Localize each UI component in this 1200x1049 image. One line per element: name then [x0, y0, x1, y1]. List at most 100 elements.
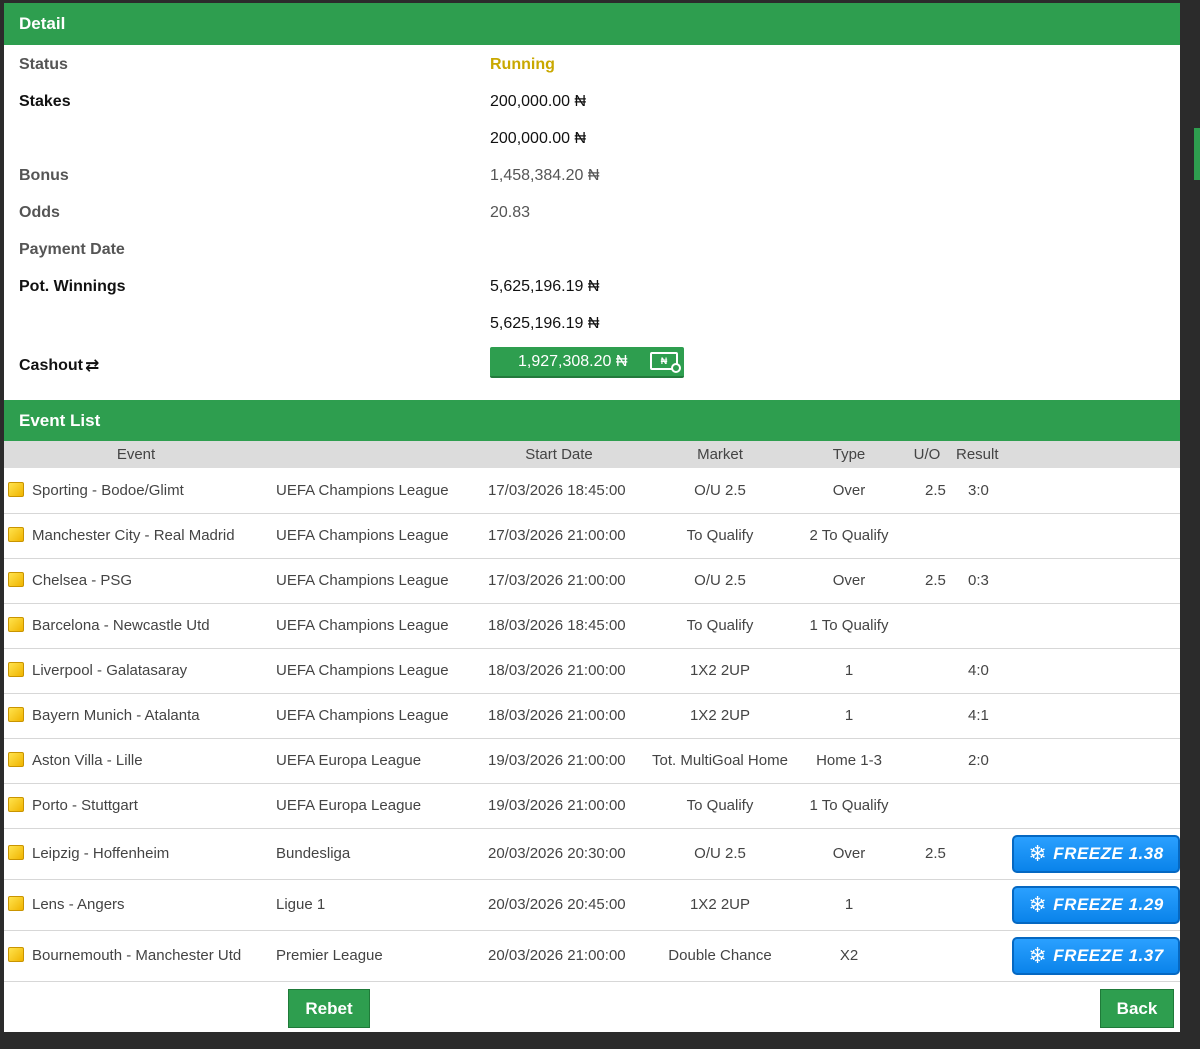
star-icon[interactable]	[8, 752, 24, 767]
cashout-amount: 1,927,308.20 ₦	[518, 352, 628, 370]
action-cell	[1002, 603, 1180, 649]
star-icon[interactable]	[8, 662, 24, 677]
uo-cell	[898, 603, 956, 649]
table-row[interactable]: Liverpool - Galatasaray UEFA Champions Le…	[4, 648, 1180, 694]
type-cell: X2	[800, 930, 898, 982]
market-cell: Double Chance	[640, 930, 800, 982]
table-row[interactable]: Lens - Angers Ligue 1 20/03/2026 20:45:00 1…	[4, 879, 1180, 931]
bet-detail-panel: Detail Status Running Stakes 200,000.00 …	[4, 3, 1180, 1032]
freeze-button[interactable]: ❄ FREEZE 1.37	[1012, 936, 1180, 975]
league-cell: Bundesliga	[268, 828, 478, 880]
star-icon[interactable]	[8, 707, 24, 722]
type-cell: Home 1-3	[800, 738, 898, 784]
table-row[interactable]: Aston Villa - Lille UEFA Europa League 19/…	[4, 738, 1180, 784]
star-icon[interactable]	[8, 527, 24, 542]
uo-cell	[898, 783, 956, 829]
rebet-button[interactable]: Rebet	[288, 989, 370, 1028]
freeze-label: FREEZE 1.37	[1053, 945, 1164, 965]
stakes-value-secondary: 200,000.00 ₦	[490, 130, 587, 147]
uo-cell: 2.5	[898, 558, 956, 604]
type-cell: Over	[800, 828, 898, 880]
market-cell: To Qualify	[640, 783, 800, 829]
event-name: Leipzig - Hoffenheim	[32, 845, 170, 862]
snowflake-icon: ❄	[1028, 942, 1048, 968]
event-name: Aston Villa - Lille	[32, 752, 143, 769]
league-cell: UEFA Champions League	[268, 558, 478, 604]
table-row[interactable]: Barcelona - Newcastle Utd UEFA Champions …	[4, 603, 1180, 649]
odds-label: Odds	[19, 204, 60, 221]
snowflake-icon: ❄	[1028, 840, 1048, 866]
uo-cell	[898, 879, 956, 931]
market-cell: 1X2 2UP	[640, 648, 800, 694]
market-cell: To Qualify	[640, 513, 800, 559]
start-date-cell: 17/03/2026 18:45:00	[478, 468, 640, 514]
stakes-value: 200,000.00 ₦	[490, 93, 587, 110]
freeze-label: FREEZE 1.29	[1053, 894, 1164, 914]
star-icon[interactable]	[8, 797, 24, 812]
event-name: Bayern Munich - Atalanta	[32, 707, 200, 724]
type-cell: Over	[800, 558, 898, 604]
pot-winnings-value: 5,625,196.19 ₦	[490, 278, 600, 295]
star-icon[interactable]	[8, 845, 24, 860]
pot-winnings-value-secondary: 5,625,196.19 ₦	[490, 315, 600, 332]
star-icon[interactable]	[8, 572, 24, 587]
uo-cell	[898, 648, 956, 694]
action-cell	[1002, 738, 1180, 784]
action-cell	[1002, 648, 1180, 694]
event-cell: Aston Villa - Lille	[4, 738, 268, 784]
column-header-type: Type	[800, 441, 898, 468]
stakes-label: Stakes	[19, 93, 71, 110]
start-date-cell: 17/03/2026 21:00:00	[478, 558, 640, 604]
result-cell	[956, 783, 1002, 829]
freeze-label: FREEZE 1.38	[1053, 843, 1164, 863]
cashout-button[interactable]: 1,927,308.20 ₦ ₦	[490, 347, 684, 378]
freeze-button[interactable]: ❄ FREEZE 1.38	[1012, 834, 1180, 873]
event-table: Event Start Date Market Type U/O Result …	[4, 441, 1180, 982]
event-name: Bournemouth - Manchester Utd	[32, 947, 242, 964]
market-cell: To Qualify	[640, 603, 800, 649]
back-button[interactable]: Back	[1100, 989, 1174, 1028]
detail-header: Detail	[4, 3, 1180, 45]
odds-value: 20.83	[490, 204, 531, 221]
action-cell: ❄ FREEZE 1.38	[1002, 828, 1180, 880]
start-date-cell: 19/03/2026 21:00:00	[478, 783, 640, 829]
start-date-cell: 18/03/2026 21:00:00	[478, 648, 640, 694]
result-cell	[956, 930, 1002, 982]
refresh-icon[interactable]: ⇄	[85, 356, 100, 375]
market-cell: 1X2 2UP	[640, 879, 800, 931]
table-row[interactable]: Manchester City - Real Madrid UEFA Champi…	[4, 513, 1180, 559]
freeze-button[interactable]: ❄ FREEZE 1.29	[1012, 885, 1180, 924]
table-row[interactable]: Bayern Munich - Atalanta UEFA Champions L…	[4, 693, 1180, 739]
event-cell: Sporting - Bodoe/Glimt	[4, 468, 268, 514]
payment-date-label: Payment Date	[19, 241, 125, 258]
type-cell: Over	[800, 468, 898, 514]
type-cell: 1 To Qualify	[800, 783, 898, 829]
event-name: Liverpool - Galatasaray	[32, 662, 188, 679]
uo-cell: 2.5	[898, 828, 956, 880]
league-cell: UEFA Champions League	[268, 648, 478, 694]
table-row[interactable]: Bournemouth - Manchester Utd Premier Leag…	[4, 930, 1180, 982]
market-cell: O/U 2.5	[640, 828, 800, 880]
star-icon[interactable]	[8, 481, 24, 497]
result-cell: 4:0	[956, 648, 1002, 694]
scrollbar-thumb[interactable]	[1194, 128, 1200, 180]
column-header-start-date: Start Date	[478, 441, 640, 468]
table-row[interactable]: Chelsea - PSG UEFA Champions League 17/03/…	[4, 558, 1180, 604]
event-cell: Lens - Angers	[4, 879, 268, 931]
event-name: Chelsea - PSG	[32, 572, 133, 589]
event-name: Sporting - Bodoe/Glimt	[32, 481, 184, 499]
start-date-cell: 19/03/2026 21:00:00	[478, 738, 640, 784]
star-icon[interactable]	[8, 617, 24, 632]
action-cell	[1002, 468, 1180, 514]
event-cell: Liverpool - Galatasaray	[4, 648, 268, 694]
action-cell	[1002, 693, 1180, 739]
column-header-uo: U/O	[898, 441, 956, 468]
result-cell	[956, 603, 1002, 649]
market-cell: O/U 2.5	[640, 468, 800, 514]
star-icon[interactable]	[8, 896, 24, 911]
table-row[interactable]: Porto - Stuttgart UEFA Europa League 19/03…	[4, 783, 1180, 829]
snowflake-icon: ❄	[1028, 891, 1048, 917]
star-icon[interactable]	[8, 947, 24, 962]
table-row[interactable]: Leipzig - Hoffenheim Bundesliga 20/03/2026…	[4, 828, 1180, 880]
table-row[interactable]: Sporting - Bodoe/Glimt UEFA Champions Lea…	[4, 468, 1180, 514]
